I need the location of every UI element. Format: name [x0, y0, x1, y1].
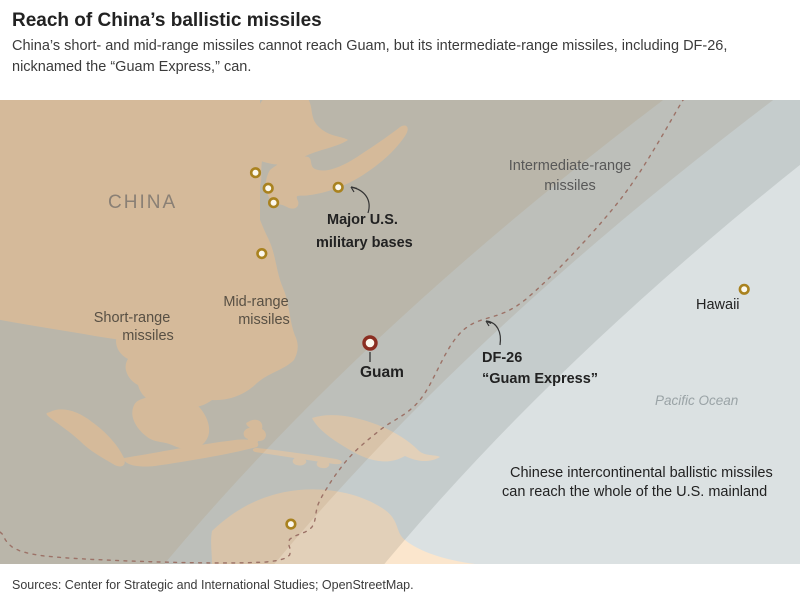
- svg-text:Intermediate-range: Intermediate-range: [509, 158, 632, 174]
- svg-text:military bases: military bases: [316, 235, 413, 251]
- svg-text:can reach the whole of the U.S: can reach the whole of the U.S. mainland: [502, 484, 767, 500]
- svg-text:Major U.S.: Major U.S.: [327, 212, 398, 228]
- svg-text:Chinese intercontinental balli: Chinese intercontinental ballistic missi…: [510, 465, 773, 481]
- svg-text:missiles: missiles: [544, 178, 596, 194]
- svg-text:missiles: missiles: [238, 312, 290, 328]
- svg-text:Short-range: Short-range: [94, 310, 171, 326]
- svg-text:Hawaii: Hawaii: [696, 297, 740, 313]
- svg-text:DF-26: DF-26: [482, 350, 522, 366]
- svg-text:Mid-range: Mid-range: [223, 294, 288, 310]
- svg-text:Guam: Guam: [360, 364, 404, 381]
- svg-text:“Guam Express”: “Guam Express”: [482, 371, 598, 387]
- svg-text:missiles: missiles: [122, 328, 174, 344]
- svg-text:Pacific Ocean: Pacific Ocean: [655, 393, 738, 408]
- svg-text:CHINA: CHINA: [108, 192, 177, 213]
